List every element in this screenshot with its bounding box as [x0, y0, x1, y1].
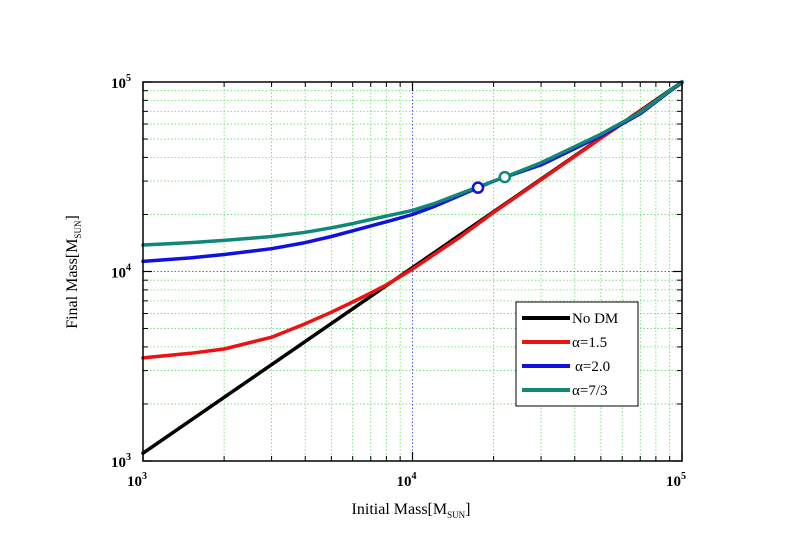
- legend-label-a15: α=1.5: [572, 335, 607, 351]
- series-line-a73: [141, 79, 684, 247]
- x-tick-label: 104: [397, 471, 417, 490]
- x-axis-title: Initial Mass[MSUN]: [352, 501, 471, 520]
- point-marker-a73: [498, 170, 512, 184]
- series-line-a15: [141, 81, 684, 360]
- legend-label-a20: α=2.0: [575, 359, 610, 375]
- y-axis-title: Final Mass[MSUN]: [64, 215, 83, 329]
- y-tick-label: 104: [111, 263, 131, 282]
- ticks: 103 104 105 103 104 105: [111, 73, 686, 490]
- x-tick-label: 103: [127, 471, 147, 490]
- point-marker-a20: [471, 181, 485, 194]
- series-line-a20: [141, 80, 684, 264]
- y-tick-label: 103: [111, 452, 131, 471]
- y-tick-label: 105: [111, 73, 131, 92]
- legend-label-a73: α=7/3: [572, 383, 608, 399]
- legend: No DM α=1.5 α=2.0 α=7/3: [515, 301, 639, 407]
- series-layer: [141, 79, 684, 455]
- legend-label-no-dm: No DM: [572, 311, 618, 327]
- x-tick-label: 105: [666, 471, 686, 490]
